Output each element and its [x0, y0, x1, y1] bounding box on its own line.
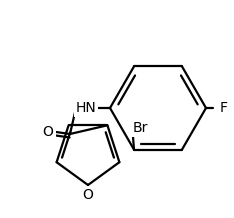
Text: F: F	[220, 101, 228, 115]
Text: Br: Br	[133, 121, 148, 135]
Text: O: O	[83, 188, 93, 202]
Text: HN: HN	[76, 101, 96, 115]
Text: O: O	[43, 125, 53, 139]
